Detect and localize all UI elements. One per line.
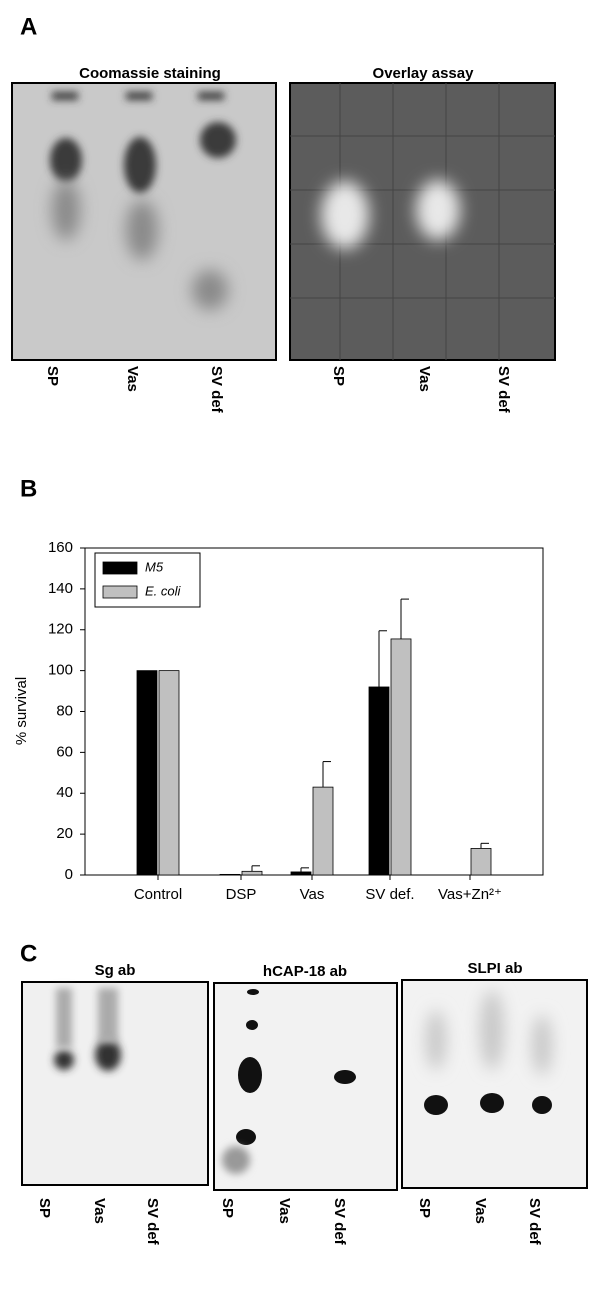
gel-image <box>289 82 556 361</box>
lane-label: Vas <box>472 1198 489 1224</box>
lane-label: SV def <box>495 366 512 414</box>
gel-image <box>11 82 277 361</box>
gel-image <box>21 981 209 1186</box>
panel-label: A <box>20 13 37 40</box>
gel-title: hCAP-18 ab <box>263 963 347 980</box>
lane-label: SP <box>330 366 347 386</box>
lane-label: SP <box>36 1198 53 1218</box>
x-tick-label: DSP <box>226 886 257 903</box>
bar <box>312 786 334 876</box>
lane-label: Vas <box>416 366 433 392</box>
lane-label: Vas <box>276 1198 293 1224</box>
bar <box>158 670 180 876</box>
y-tick-label: 60 <box>56 743 73 760</box>
bar <box>368 686 390 876</box>
y-tick-label: 0 <box>65 866 73 883</box>
lane-label: SV def <box>208 366 225 414</box>
lane-label: SP <box>416 1198 433 1218</box>
error-bar <box>322 761 331 788</box>
x-tick-label: SV def. <box>365 886 414 903</box>
x-tick-label: Vas <box>300 886 325 903</box>
bar <box>241 870 263 876</box>
legend-label: E. coli <box>145 583 182 598</box>
y-axis-label: % survival <box>13 677 30 745</box>
legend-swatch <box>102 561 138 575</box>
error-bar <box>300 867 309 872</box>
panel-label: C <box>20 940 37 967</box>
gel-title: Overlay assay <box>373 65 475 82</box>
y-tick-label: 20 <box>56 825 73 842</box>
y-tick-label: 120 <box>48 621 73 638</box>
lane-label: Vas <box>91 1198 108 1224</box>
lane-label: SV def <box>331 1198 348 1246</box>
bar <box>290 871 312 876</box>
error-bar <box>400 598 409 639</box>
gel-image <box>213 982 398 1191</box>
y-tick-label: 100 <box>48 662 73 679</box>
bar <box>390 638 412 876</box>
lane-label: SP <box>44 366 61 386</box>
gel-title: SLPI ab <box>467 960 522 977</box>
y-tick-label: 140 <box>48 580 73 597</box>
y-tick-label: 80 <box>56 702 73 719</box>
gel-image <box>401 979 588 1189</box>
bar <box>219 873 241 876</box>
error-bar <box>251 865 260 872</box>
bar <box>136 670 158 876</box>
x-tick-label: Control <box>134 886 182 903</box>
gel-title: Sg ab <box>95 962 136 979</box>
panel-label: B <box>20 475 37 502</box>
lane-label: SV def <box>144 1198 161 1246</box>
legend-swatch <box>102 585 138 599</box>
gel-title: Coomassie staining <box>79 65 221 82</box>
error-bar <box>378 630 387 687</box>
lane-label: Vas <box>124 366 141 392</box>
y-tick-label: 40 <box>56 784 73 801</box>
x-tick-label: Vas+Zn²⁺ <box>438 886 502 903</box>
bar <box>470 848 492 876</box>
y-tick-label: 160 <box>48 539 73 556</box>
lane-label: SP <box>219 1198 236 1218</box>
legend-label: M5 <box>145 559 164 574</box>
lane-label: SV def <box>526 1198 543 1246</box>
error-bar <box>480 842 489 849</box>
